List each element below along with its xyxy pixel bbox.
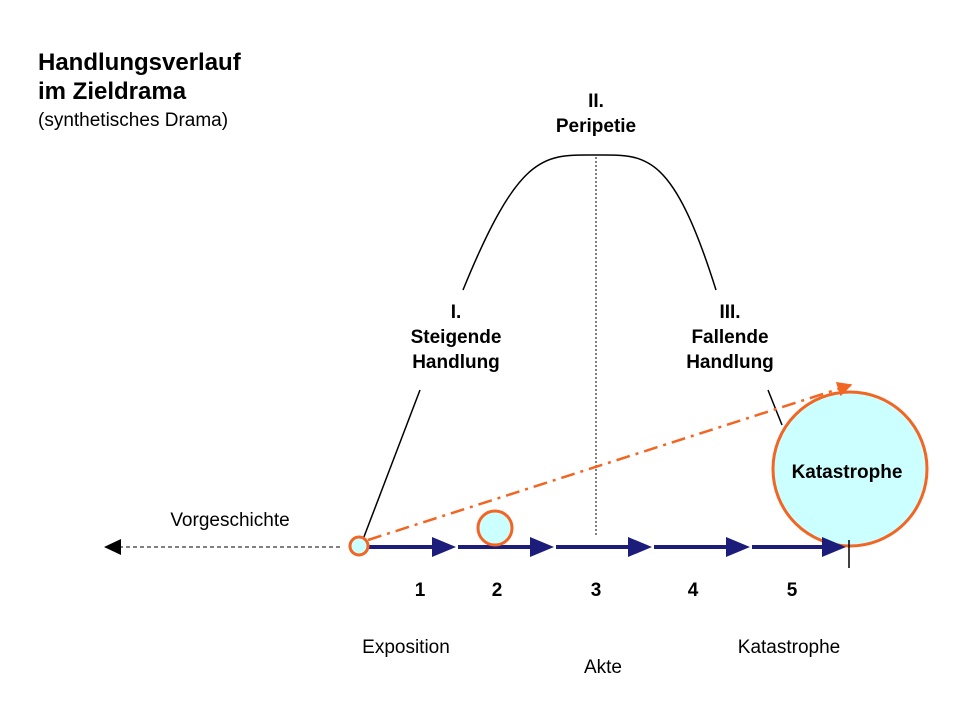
rising-number: I. [451,302,462,323]
act-arrowhead-1 [432,537,456,557]
act-number-5: 5 [787,580,798,601]
act-arrowhead-5 [822,537,846,557]
rising-leader-line [361,389,421,543]
prehistory-label: Vorgeschichte [170,510,289,531]
falling-label-2: Handlung [686,352,774,373]
tension-arrow [367,381,853,542]
act-number-2: 2 [492,580,503,601]
start-circle [348,535,370,557]
act-arrowhead-2 [530,537,554,557]
act-axis [368,537,846,557]
act-number-1: 1 [415,580,426,601]
rising-label-2: Handlung [412,352,500,373]
rising-label-1: Steigende [411,327,502,348]
act-arrowhead-4 [726,537,750,557]
peak-label: Peripetie [556,116,636,137]
prehistory-arrowhead [104,539,121,555]
exposition-label: Exposition [362,637,450,658]
title-line-1: Handlungsverlauf [38,49,242,76]
act-number-3: 3 [591,580,602,601]
act-2-circle [476,509,514,547]
title-line-3: (synthetisches Drama) [38,110,228,131]
falling-leader-line [767,389,783,426]
action-arch-curve [462,154,717,291]
title-line-2: im Zieldrama [38,78,187,105]
falling-number: III. [719,302,740,323]
catastrophe-axis-label: Katastrophe [738,637,840,658]
catastrophe-circle-label: Katastrophe [792,462,903,483]
act-number-4: 4 [688,580,699,601]
peak-number: II. [588,91,604,112]
act-arrowhead-3 [628,537,652,557]
falling-label-1: Fallende [691,327,768,348]
acts-label: Akte [584,657,622,678]
